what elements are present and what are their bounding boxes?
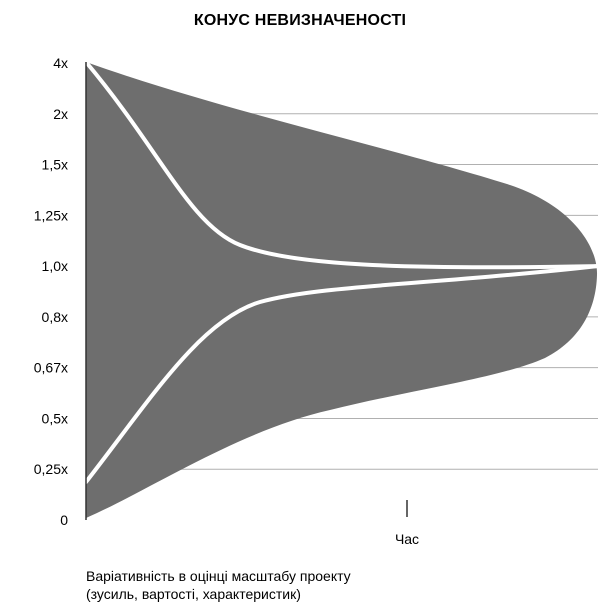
y-tick-label: 0 (60, 512, 68, 528)
y-tick-label: 0,8x (42, 309, 68, 325)
upper-estimate-line (84, 60, 599, 270)
y-tick-label: 2x (53, 106, 68, 122)
x-axis-label: Час (395, 531, 419, 547)
chart-title: КОНУС НЕВИЗНАЧЕНОСТІ (193, 12, 407, 29)
y-tick-label: 0,5x (42, 410, 68, 426)
y-tick-label: 1,25x (34, 207, 68, 223)
y-tick-labels: 4x 2x 1,5x 1,25x 1,0x 0,8x 0,67x 0,5x 0,25x 0 (34, 55, 68, 528)
caption-line-1: Варіативність в оцінці масштабу проекту (86, 568, 351, 584)
caption-line-2: (зусиль, вартості, характеристик) (86, 586, 301, 602)
y-tick-label: 4x (53, 55, 68, 71)
lower-estimate-line (84, 264, 599, 484)
y-tick-label: 0,67x (34, 360, 68, 376)
y-tick-label: 1,5x (42, 157, 68, 173)
y-tick-label: 1,0x (42, 258, 68, 274)
y-tick-label: 0,25x (34, 461, 68, 477)
